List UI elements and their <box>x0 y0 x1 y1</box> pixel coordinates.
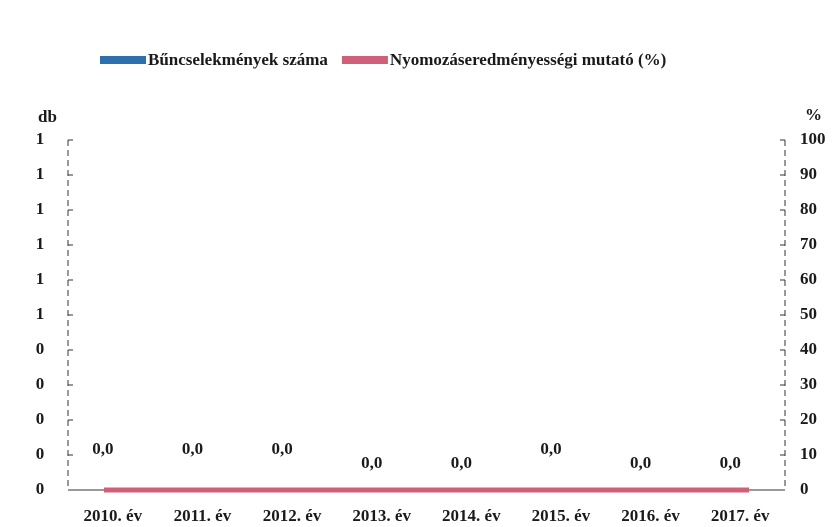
legend-swatch <box>100 56 146 64</box>
x-tick-label: 2017. év <box>711 506 770 525</box>
y2-tick-label: 20 <box>800 409 817 428</box>
y-tick-label: 1 <box>36 304 45 323</box>
x-tick-label: 2016. év <box>621 506 680 525</box>
data-label: 0,0 <box>361 453 382 472</box>
legend-label: Bűncselekmények száma <box>148 50 328 69</box>
x-tick-label: 2014. év <box>442 506 501 525</box>
y-tick-label: 1 <box>36 269 45 288</box>
y2-tick-label: 80 <box>800 199 817 218</box>
data-label: 0,0 <box>271 439 292 458</box>
y-tick-label: 1 <box>36 234 45 253</box>
x-tick-label: 2015. év <box>532 506 591 525</box>
y2-tick-label: 60 <box>800 269 817 288</box>
y2-axis-label: % <box>805 105 822 124</box>
y2-tick-label: 10 <box>800 444 817 463</box>
y-tick-label: 1 <box>36 164 45 183</box>
y2-tick-label: 30 <box>800 374 817 393</box>
data-label: 0,0 <box>92 439 113 458</box>
x-tick-label: 2010. év <box>84 506 143 525</box>
legend-swatch <box>341 56 388 64</box>
y-tick-label: 0 <box>36 339 45 358</box>
y2-tick-label: 50 <box>800 304 817 323</box>
y2-tick-label: 40 <box>800 339 817 358</box>
y-tick-label: 0 <box>36 374 45 393</box>
y2-tick-label: 90 <box>800 164 817 183</box>
y-tick-label: 0 <box>36 479 45 498</box>
y-tick-label: 1 <box>36 129 45 148</box>
y-tick-label: 1 <box>36 199 45 218</box>
y-tick-label: 0 <box>36 409 45 428</box>
data-label: 0,0 <box>630 453 651 472</box>
y2-tick-label: 100 <box>800 129 826 148</box>
x-tick-label: 2011. év <box>174 506 232 525</box>
x-tick-label: 2013. év <box>352 506 411 525</box>
data-label: 0,0 <box>540 439 561 458</box>
y-tick-label: 0 <box>36 444 45 463</box>
data-label: 0,0 <box>720 453 741 472</box>
y2-tick-label: 0 <box>800 479 809 498</box>
legend-label: Nyomozáseredményességi mutató (%) <box>390 50 666 69</box>
data-label: 0,0 <box>182 439 203 458</box>
y-axis-label: db <box>38 107 57 126</box>
data-label: 0,0 <box>451 453 472 472</box>
y2-tick-label: 70 <box>800 234 817 253</box>
x-tick-label: 2012. év <box>263 506 322 525</box>
